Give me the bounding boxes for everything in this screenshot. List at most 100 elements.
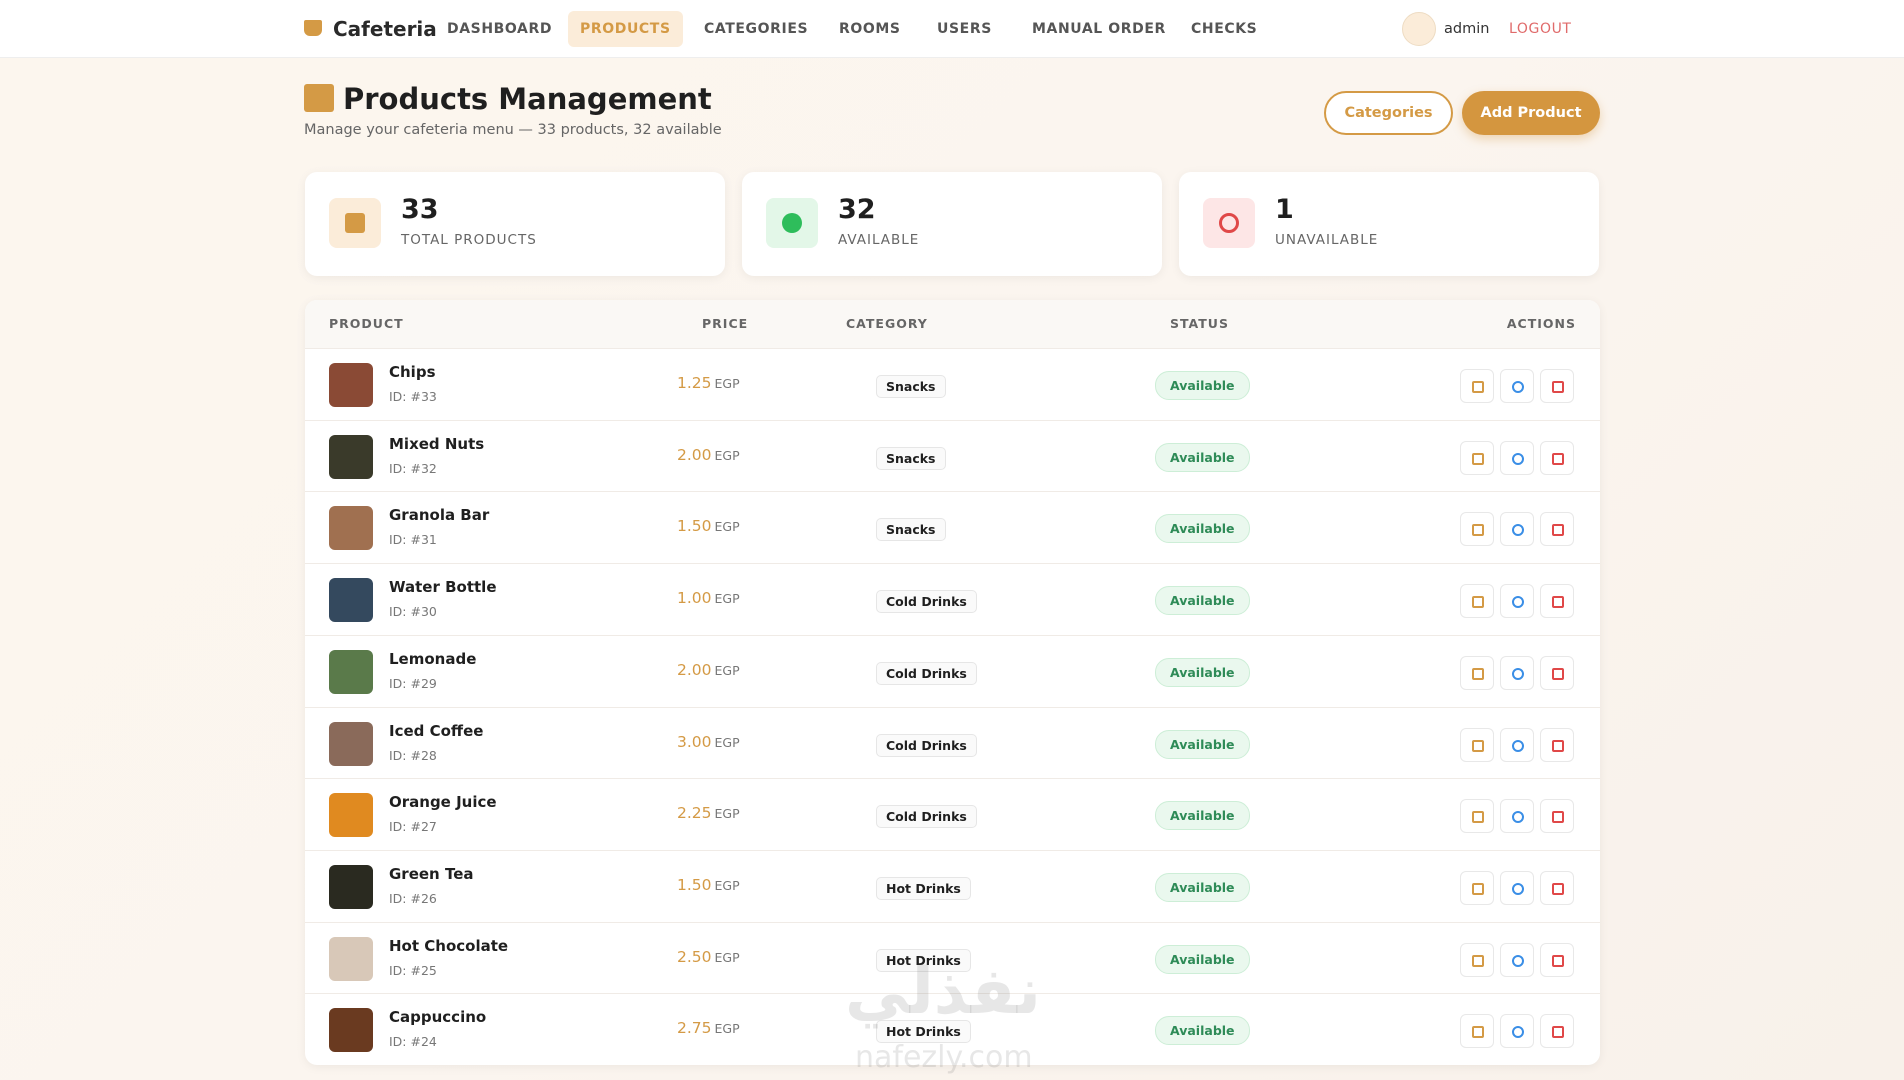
edit-button[interactable]: [1460, 655, 1494, 690]
currency: EGP: [714, 949, 740, 965]
product-thumbnail: [329, 793, 373, 838]
categories-button[interactable]: Categories: [1324, 91, 1453, 135]
category-badge: Cold Drinks: [876, 661, 977, 685]
stat-icon-glyph: [1219, 213, 1239, 233]
status-badge: Available: [1155, 801, 1250, 831]
edit-button[interactable]: [1460, 799, 1494, 834]
nav-link[interactable]: DASHBOARD: [447, 21, 553, 37]
action-icon: [1552, 1026, 1564, 1039]
status-badge: Available: [1155, 442, 1250, 472]
toggle-button[interactable]: [1500, 655, 1534, 690]
currency: EGP: [714, 447, 740, 463]
brand[interactable]: Cafeteria: [333, 17, 437, 41]
product-id: ID: #24: [389, 1034, 437, 1050]
price: 1.00 EGP: [677, 589, 740, 607]
toggle-button[interactable]: [1500, 799, 1534, 834]
edit-button[interactable]: [1460, 584, 1494, 619]
currency: EGP: [714, 806, 740, 822]
delete-button[interactable]: [1540, 870, 1574, 905]
delete-button[interactable]: [1540, 655, 1574, 690]
product-id: ID: #27: [389, 819, 437, 835]
toggle-button[interactable]: [1500, 512, 1534, 547]
action-icon: [1512, 882, 1524, 895]
price: 2.50 EGP: [677, 948, 740, 966]
toggle-button[interactable]: [1500, 440, 1534, 475]
price-value: 1.00: [677, 589, 712, 608]
nav-link[interactable]: ROOMS: [839, 21, 901, 37]
action-icon: [1512, 954, 1524, 967]
delete-button[interactable]: [1540, 440, 1574, 475]
column-header: PRODUCT: [329, 316, 404, 331]
action-icon: [1552, 739, 1564, 752]
price-value: 3.00: [677, 732, 712, 751]
action-icon: [1472, 596, 1484, 609]
product-name: Granola Bar: [389, 506, 490, 525]
action-icon: [1512, 596, 1524, 609]
product-name: Chips: [389, 363, 436, 381]
price: 2.00 EGP: [677, 661, 740, 679]
stat-label: TOTAL PRODUCTS: [401, 232, 537, 248]
add-product-button[interactable]: Add Product: [1462, 91, 1600, 135]
product-name: Green Tea: [389, 864, 474, 883]
edit-button[interactable]: [1460, 942, 1494, 977]
delete-button[interactable]: [1540, 584, 1574, 619]
action-icon: [1472, 381, 1484, 393]
price: 2.25 EGP: [677, 804, 740, 822]
delete-button[interactable]: [1540, 942, 1574, 977]
logout[interactable]: LOGOUT: [1509, 21, 1572, 37]
category-badge: Hot Drinks: [876, 876, 971, 900]
column-header: PRICE: [702, 316, 749, 331]
toggle-button[interactable]: [1500, 1014, 1534, 1049]
toggle-button[interactable]: [1500, 369, 1534, 403]
column-header: CATEGORY: [846, 316, 928, 331]
page-title: Products Management: [343, 82, 712, 116]
toggle-button[interactable]: [1500, 727, 1534, 762]
nav-link[interactable]: USERS: [937, 21, 992, 37]
product-thumbnail: [329, 721, 373, 766]
action-icon: [1512, 739, 1524, 752]
delete-button[interactable]: [1540, 799, 1574, 834]
price: 2.75 EGP: [677, 1019, 740, 1037]
edit-button[interactable]: [1460, 1014, 1494, 1049]
action-icon: [1512, 1026, 1524, 1039]
table-row: Cappuccino ID: #24 2.75 EGP Hot Drinks Availa…: [305, 993, 1600, 1065]
action-icon: [1512, 811, 1524, 824]
delete-button[interactable]: [1540, 512, 1574, 547]
toggle-button[interactable]: [1500, 942, 1534, 977]
edit-button[interactable]: [1460, 727, 1494, 762]
action-icon: [1552, 596, 1564, 609]
price-value: 2.00: [677, 660, 712, 679]
edit-button[interactable]: [1460, 369, 1494, 403]
delete-button[interactable]: [1540, 727, 1574, 762]
username: admin: [1444, 21, 1490, 37]
toggle-button[interactable]: [1500, 870, 1534, 905]
stat-label: UNAVAILABLE: [1275, 232, 1379, 248]
stat-icon: [766, 198, 818, 248]
category-badge: Snacks: [876, 375, 946, 398]
toggle-button[interactable]: [1500, 584, 1534, 619]
action-icon: [1472, 452, 1484, 465]
price-value: 2.25: [677, 804, 712, 823]
delete-button[interactable]: [1540, 369, 1574, 403]
nav-link[interactable]: CHECKS: [1191, 21, 1258, 37]
nav-link[interactable]: PRODUCTS: [568, 11, 683, 47]
column-header: ACTIONS: [1506, 316, 1576, 331]
product-thumbnail: [329, 1008, 373, 1053]
nav-link[interactable]: CATEGORIES: [704, 21, 809, 37]
action-icon: [1512, 667, 1524, 680]
nav-link[interactable]: MANUAL ORDER: [1032, 21, 1166, 37]
table-row: Lemonade ID: #29 2.00 EGP Cold Drinks Availab…: [305, 634, 1600, 707]
table-row: Granola Bar ID: #31 1.50 EGP Snacks Available: [305, 491, 1600, 563]
stat-card: 33 TOTAL PRODUCTS: [305, 172, 725, 276]
category-badge: Cold Drinks: [876, 733, 977, 757]
delete-button[interactable]: [1540, 1014, 1574, 1049]
edit-button[interactable]: [1460, 440, 1494, 475]
product-name: Iced Coffee: [389, 721, 484, 740]
category-badge: Snacks: [876, 446, 946, 470]
action-icon: [1552, 811, 1564, 824]
edit-button[interactable]: [1460, 512, 1494, 547]
edit-button[interactable]: [1460, 870, 1494, 905]
currency: EGP: [714, 1021, 740, 1037]
price: 1.50 EGP: [677, 876, 740, 894]
price-value: 2.75: [677, 1019, 712, 1038]
